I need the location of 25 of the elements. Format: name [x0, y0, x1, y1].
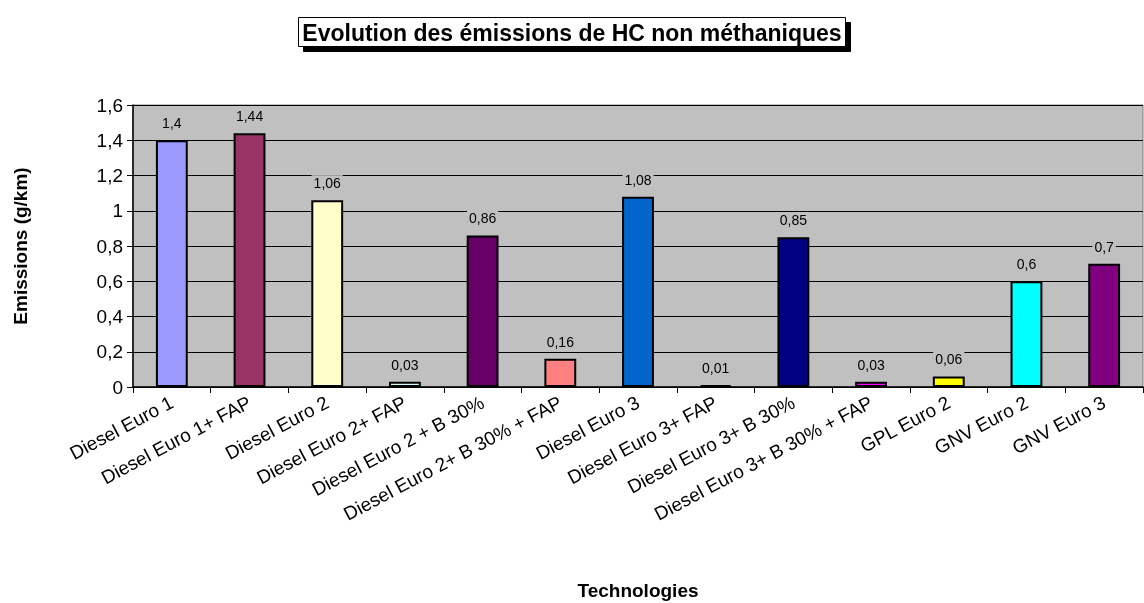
data-label: 0,6 [1016, 256, 1037, 273]
y-tick-label: 1,2 [96, 165, 123, 186]
y-tick-label: 0,4 [96, 306, 124, 327]
y-tick-label: 0,8 [96, 235, 123, 257]
data-label: 0,86 [468, 210, 497, 227]
data-label: 0,85 [779, 212, 808, 229]
data-label: 1,08 [624, 171, 652, 188]
y-tick-label: 0,6 [96, 270, 123, 292]
x-axis-title: Technologies [577, 580, 699, 601]
data-label: 0,03 [857, 356, 885, 373]
data-label: 1,4 [162, 115, 182, 132]
data-label: 1,44 [235, 108, 264, 125]
data-label: 1,06 [313, 175, 342, 192]
y-tick-label: 1,6 [96, 94, 123, 116]
data-label: 0,03 [391, 356, 419, 373]
y-tick-label: 1,4 [96, 129, 124, 151]
y-tick-label: 0 [112, 376, 123, 398]
data-label: 0,01 [702, 360, 730, 377]
data-label: 0,06 [935, 351, 963, 368]
data-label: 0,16 [546, 333, 575, 350]
chart-title: Evolution des émissions de HC non méthaniques [302, 19, 842, 46]
data-label: 0,7 [1094, 238, 1115, 255]
y-tick-label: 0,2 [96, 341, 123, 363]
y-axis-title: Emissions (g/km) [10, 167, 31, 325]
y-tick-label: 1 [112, 200, 123, 222]
